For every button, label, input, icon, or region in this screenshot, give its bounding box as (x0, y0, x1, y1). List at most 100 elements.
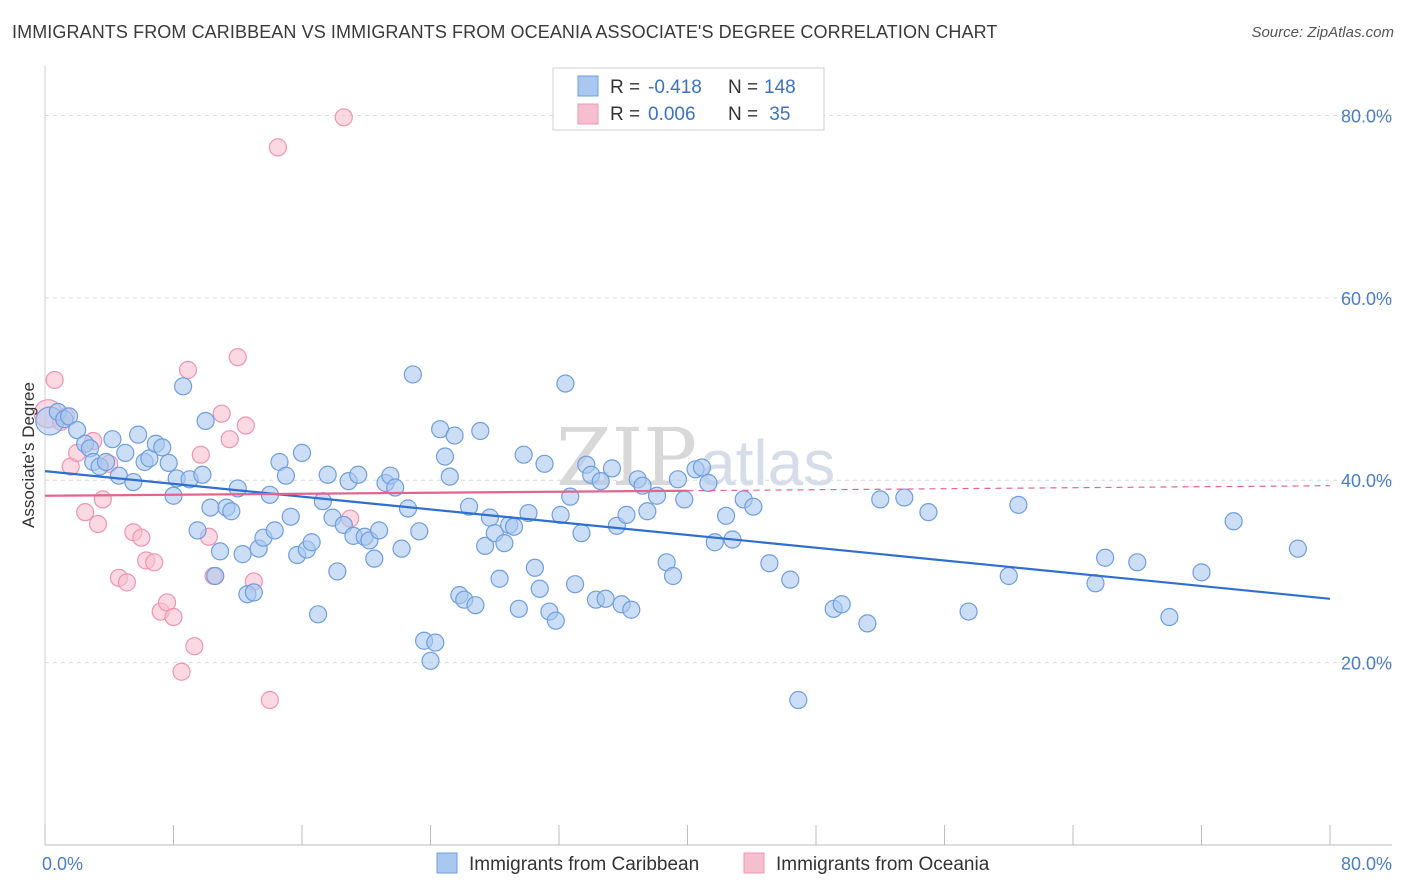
caribbean-point-39 (265, 521, 284, 540)
oceania-point-19 (164, 607, 183, 627)
oceania-point-6 (76, 503, 95, 522)
caribbean-point-26 (196, 411, 215, 431)
stats-legend-swatch-caribbean (577, 75, 599, 97)
caribbean-point-108 (622, 600, 641, 619)
caribbean-point-107 (617, 505, 636, 524)
x-tick-label-1: 80.0% (1341, 854, 1392, 874)
caribbean-point-22 (174, 377, 193, 396)
stats-n-value-1: 148 (764, 77, 796, 98)
caribbean-point-31 (222, 502, 241, 521)
oceania-point-31 (260, 690, 279, 710)
legend-swatch-caribbean (436, 852, 458, 874)
watermark-zip: ZIP (556, 411, 697, 504)
oceania-point-22 (185, 637, 204, 656)
caribbean-point-111 (638, 502, 657, 521)
stats-r-label-2: R = (610, 104, 640, 125)
stats-r-value-1: -0.418 (648, 77, 702, 98)
oceania-point-1 (45, 370, 64, 390)
y-tick-label-3: 80.0% (1341, 106, 1392, 126)
caribbean-point-49 (318, 465, 337, 484)
x-tick-label-0: 0.0% (42, 854, 83, 874)
caribbean-point-25 (193, 465, 212, 484)
caribbean-point-69 (426, 633, 445, 652)
y-tick-label-2: 60.0% (1341, 289, 1392, 309)
caribbean-point-82 (490, 569, 509, 588)
oceania-points (33, 108, 360, 710)
oceania-point-16 (145, 553, 164, 572)
caribbean-point-95 (556, 374, 575, 393)
caribbean-point-73 (445, 426, 464, 445)
caribbean-point-28 (206, 566, 225, 586)
caribbean-point-42 (281, 507, 300, 526)
legend-label-oceania: Immigrants from Oceania (776, 854, 990, 875)
caribbean-point-127 (789, 690, 808, 710)
caribbean-point-10 (103, 430, 122, 449)
caribbean-point-63 (392, 539, 411, 558)
oceania-point-14 (132, 528, 151, 547)
caribbean-point-112 (647, 486, 667, 505)
caribbean-point-90 (530, 579, 549, 598)
caribbean-point-135 (999, 566, 1018, 586)
chart-source: Source: ZipAtlas.com (1251, 24, 1394, 41)
caribbean-point-3 (59, 407, 79, 426)
caribbean-point-130 (858, 614, 877, 633)
caribbean-point-93 (546, 611, 565, 630)
caribbean-point-62 (386, 478, 405, 497)
caribbean-point-116 (675, 490, 694, 509)
caribbean-point-125 (760, 554, 779, 573)
stats-n-value-2: 35 (764, 104, 790, 125)
caribbean-point-76 (459, 497, 479, 516)
oceania-point-9 (93, 490, 112, 509)
caribbean-point-71 (435, 447, 455, 466)
stats-n-label-2: N = (728, 104, 758, 125)
caribbean-point-91 (535, 454, 554, 473)
caribbean-point-47 (308, 605, 328, 624)
caribbean-point-24 (188, 521, 207, 540)
caribbean-point-139 (1128, 553, 1147, 572)
oceania-point-33 (334, 108, 353, 127)
caribbean-point-141 (1192, 563, 1211, 582)
caribbean-point-44 (292, 443, 312, 462)
caribbean-point-88 (519, 503, 538, 523)
oceania-trend-line (44, 489, 688, 497)
caribbean-point-13 (124, 472, 143, 492)
caribbean-point-4 (68, 420, 87, 440)
caribbean-point-59 (370, 521, 389, 540)
caribbean-point-14 (129, 425, 148, 444)
caribbean-point-19 (159, 453, 178, 473)
caribbean-point-138 (1096, 548, 1115, 567)
caribbean-point-33 (233, 545, 252, 564)
caribbean-point-48 (313, 492, 332, 511)
oceania-point-32 (268, 138, 288, 157)
caribbean-point-65 (403, 365, 422, 384)
caribbean-point-102 (591, 472, 610, 491)
watermark: ZIP atlas (556, 411, 835, 504)
caribbean-point-119 (699, 473, 718, 493)
chart-title: IMMIGRANTS FROM CARIBBEAN VS IMMIGRANTS … (12, 22, 998, 42)
caribbean-point-78 (471, 421, 490, 441)
caribbean-point-80 (480, 508, 500, 527)
y-tick-label-1: 40.0% (1341, 471, 1392, 491)
y-axis-label: Associate's Degree (19, 382, 38, 528)
stats-legend-swatch-oceania (577, 103, 599, 125)
legend-label-caribbean: Immigrants from Caribbean (469, 854, 699, 875)
axes: 20.0% 40.0% 60.0% 80.0% 0.0% 80.0% (42, 66, 1392, 874)
caribbean-point-46 (302, 533, 321, 552)
caribbean-point-27 (201, 498, 220, 517)
oceania-point-27 (220, 430, 239, 449)
caribbean-point-85 (504, 517, 524, 536)
caribbean-point-143 (1288, 539, 1307, 558)
caribbean-point-104 (602, 459, 622, 478)
watermark-atlas: atlas (700, 427, 835, 499)
caribbean-point-98 (572, 524, 591, 543)
caribbean-point-124 (744, 497, 763, 516)
caribbean-point-140 (1160, 607, 1179, 627)
oceania-point-20 (172, 662, 191, 681)
caribbean-point-55 (349, 465, 368, 484)
caribbean-point-58 (365, 549, 384, 568)
stats-legend: R = -0.418 N = 148 R = 0.006 N = 35 (552, 67, 825, 131)
oceania-point-28 (228, 348, 247, 367)
y-tick-label-0: 20.0% (1341, 654, 1392, 674)
caribbean-point-72 (440, 467, 459, 486)
